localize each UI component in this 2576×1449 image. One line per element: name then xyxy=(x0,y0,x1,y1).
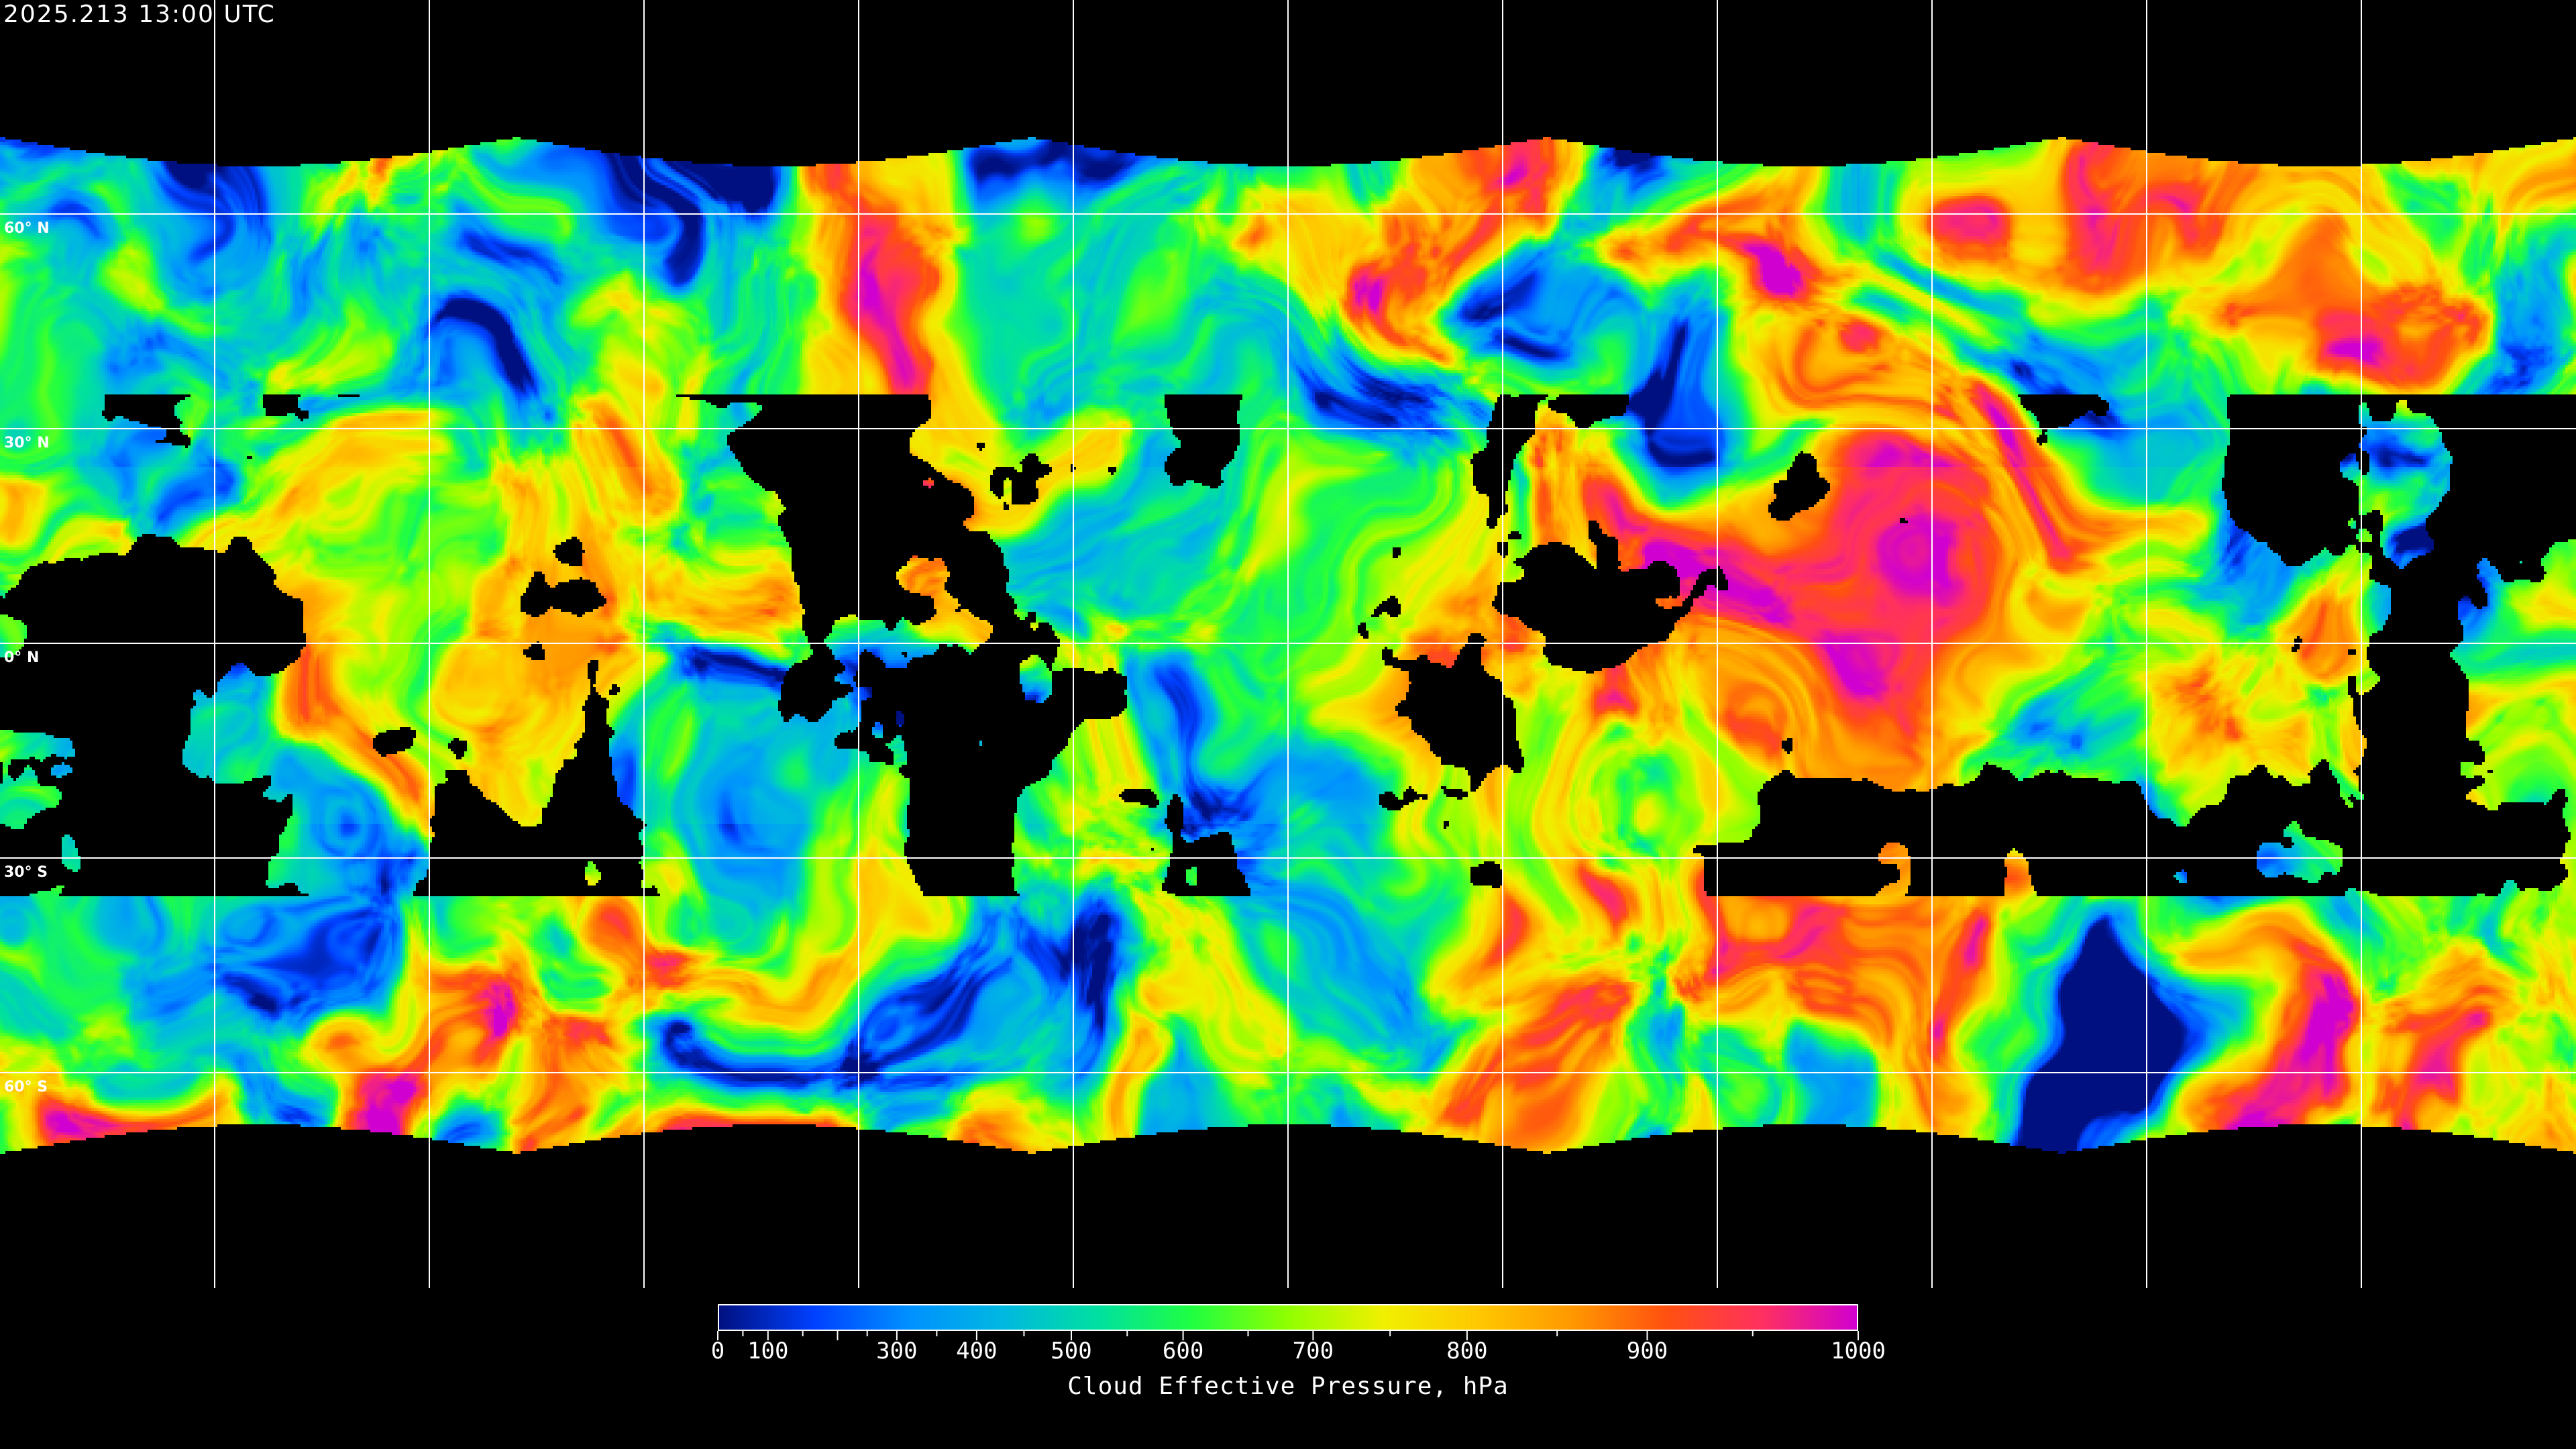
colorbar-ticks xyxy=(717,1331,1859,1340)
colorbar-tick-label: 800 xyxy=(1446,1338,1488,1364)
lat-label-30n: 30° N xyxy=(4,435,50,451)
colorbar-tick-label: 300 xyxy=(876,1338,918,1364)
colorbar xyxy=(718,1304,1858,1331)
graticule xyxy=(0,0,2576,1288)
timestamp: 2025.213 13:00 UTC xyxy=(3,1,276,28)
colorbar-tick-label: 900 xyxy=(1626,1338,1668,1364)
cloud-pressure-map: 60° N 30° N 0° N 30° S 60° S xyxy=(0,0,2576,1288)
colorbar-title: Cloud Effective Pressure, hPa xyxy=(1067,1373,1509,1400)
lat-label-equator: 0° N xyxy=(4,649,40,666)
colorbar-tick-label: 600 xyxy=(1162,1338,1204,1364)
lat-label-30s: 30° S xyxy=(4,864,48,881)
lat-label-60n: 60° N xyxy=(4,220,50,237)
colorbar-tick-label: 500 xyxy=(1051,1338,1092,1364)
colorbar-tick-label: 400 xyxy=(956,1338,998,1364)
colorbar-tick-label: 700 xyxy=(1292,1338,1334,1364)
lat-label-60s: 60° S xyxy=(4,1079,48,1095)
colorbar-tick-label: 100 xyxy=(747,1338,789,1364)
colorbar-tick-label: 0 xyxy=(710,1338,725,1364)
colorbar-tick-label: 1000 xyxy=(1831,1338,1886,1364)
